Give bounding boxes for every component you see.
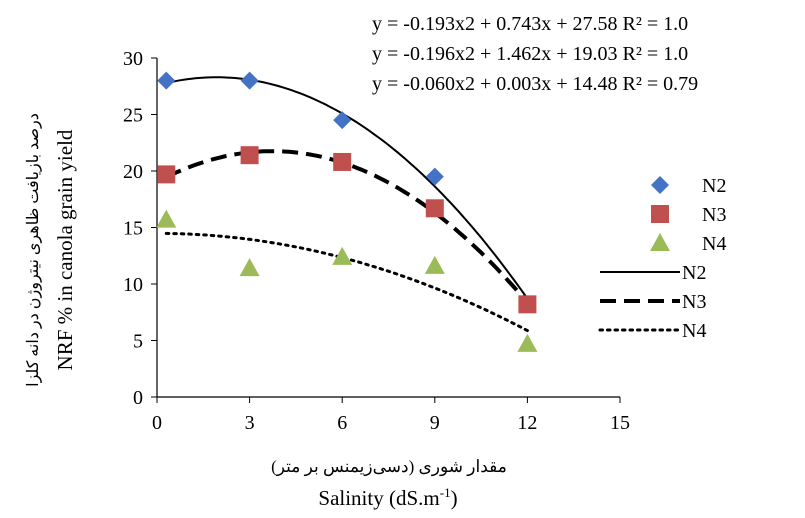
y-tick-label: 20 [123, 161, 143, 183]
axes [151, 57, 621, 403]
legend-label: N4 [702, 233, 726, 255]
data-point-n4 [517, 333, 538, 352]
x-tick-label: 3 [245, 412, 255, 434]
data-point-n2 [157, 71, 176, 90]
data-point-n3 [240, 146, 259, 165]
y-axis-label-english: NRF % in canola grain yield [53, 129, 77, 370]
y-tick-label: 15 [123, 218, 143, 240]
trendline-n3-dashed [165, 149, 529, 304]
x-axis-label-english: Salinity (dS.m-1) [318, 485, 457, 510]
data-point-n4 [156, 209, 177, 228]
data-point-n2 [333, 111, 352, 130]
x-tick-label: 12 [517, 412, 537, 434]
legend-label: N2 [702, 175, 726, 197]
data-point-n4 [332, 246, 353, 265]
legend-marker-n3 [651, 205, 669, 223]
y-tick-label: 25 [123, 105, 143, 127]
y-tick-label: 10 [123, 274, 143, 296]
trendline-n2-solid [166, 76, 529, 300]
data-points [156, 71, 538, 352]
trendline-equation: y = -0.196x2 + 1.462x + 19.03 R² = 1.0 [372, 43, 688, 65]
tick-labels: 0 5 10 15 20 25 30 0 3 6 9 12 15 [123, 48, 630, 434]
trendlines [164, 76, 529, 333]
legend-label: N2 [682, 262, 706, 284]
data-point-n3 [518, 295, 537, 314]
data-point-n2 [240, 71, 259, 90]
y-tick-label: 0 [133, 387, 143, 409]
y-tick-label: 5 [133, 331, 143, 353]
data-point-n2 [425, 167, 444, 186]
data-point-n3 [425, 199, 444, 218]
x-axis-label-persian: مقدار شوری (دسی‌زیمنس بر متر) [271, 457, 507, 477]
data-point-n4 [424, 255, 445, 274]
x-tick-label: 15 [610, 412, 630, 434]
data-point-n3 [157, 165, 176, 184]
trendline-equation: y = -0.060x2 + 0.003x + 14.48 R² = 0.79 [372, 73, 698, 95]
trendline-equation: y = -0.193x2 + 0.743x + 27.58 R² = 1.0 [372, 13, 688, 35]
equations: y = -0.193x2 + 0.743x + 27.58 R² = 1.0 y … [372, 13, 698, 95]
y-tick-label: 30 [123, 48, 143, 70]
data-point-n3 [333, 152, 352, 171]
x-tick-label: 0 [152, 412, 162, 434]
legend-marker-n2 [651, 176, 669, 194]
x-tick-label: 6 [337, 412, 347, 434]
legend: N2 N3 N4 N2 N3 N4 [598, 175, 726, 342]
legend-label: N4 [682, 320, 706, 342]
legend-label: N3 [682, 291, 706, 313]
legend-marker-n4 [650, 233, 670, 251]
legend-label: N3 [702, 204, 726, 226]
x-tick-label: 9 [430, 412, 440, 434]
y-axis-label-persian: درصد بازیافت ظاهری نیتروژن در دانه کلزا [25, 113, 42, 387]
data-point-n4 [239, 258, 260, 277]
